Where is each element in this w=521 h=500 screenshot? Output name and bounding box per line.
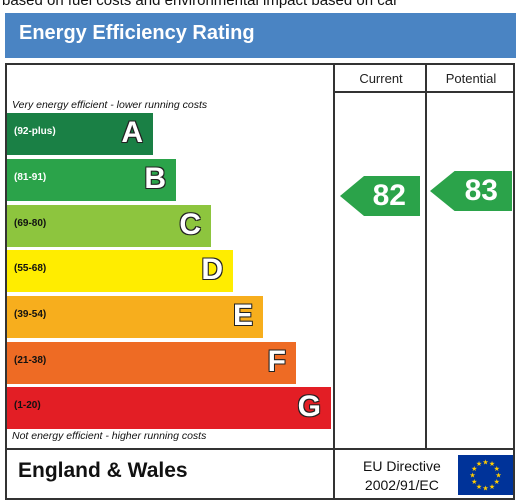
band-letter: B xyxy=(144,162,166,195)
band-e: (39-54) E xyxy=(7,296,263,338)
band-range: (69-80) xyxy=(14,218,47,229)
eu-flag-icon: ★ ★ ★ ★ ★ ★ ★ ★ ★ ★ ★ ★ xyxy=(458,455,513,495)
directive-line1: EU Directive xyxy=(363,458,441,474)
band-f: (21-38) F xyxy=(7,342,296,384)
eu-star-icon: ★ xyxy=(471,478,477,486)
column-divider xyxy=(425,63,427,450)
header-divider xyxy=(335,91,515,93)
eu-star-icon: ★ xyxy=(471,465,477,473)
band-d: (55-68) D xyxy=(7,250,233,292)
current-column-header: Current xyxy=(359,71,403,86)
eu-star-icon: ★ xyxy=(495,472,501,480)
eu-star-icon: ★ xyxy=(482,459,488,467)
eu-directive: EU Directive 2002/91/EC xyxy=(363,457,441,495)
eu-star-icon: ★ xyxy=(476,483,482,491)
band-letter: F xyxy=(267,345,286,378)
directive-line2: 2002/91/EC xyxy=(364,477,439,493)
band-letter: C xyxy=(179,208,201,241)
band-range: (92-plus) xyxy=(14,126,56,137)
potential-column-header: Potential xyxy=(445,71,497,86)
band-range: (55-68) xyxy=(14,263,47,274)
band-c: (69-80) C xyxy=(7,205,211,247)
scale-top-note: Very energy efficient - lower running co… xyxy=(12,99,208,111)
band-g: (1-20) G xyxy=(7,387,331,429)
rating-table xyxy=(5,63,515,450)
band-a: (92-plus) A xyxy=(7,113,153,155)
band-range: (81-91) xyxy=(14,172,47,183)
band-letter: E xyxy=(232,299,253,332)
eu-star-icon: ★ xyxy=(482,485,488,493)
chart-header: Energy Efficiency Rating xyxy=(5,13,516,58)
eu-star-icon: ★ xyxy=(489,483,495,491)
current-rating-value: 82 xyxy=(372,179,406,212)
eu-star-icon: ★ xyxy=(469,472,475,480)
truncated-caption: based on fuel costs and environmental im… xyxy=(2,0,399,9)
band-letter: G xyxy=(297,390,321,423)
column-divider xyxy=(333,63,335,450)
eu-star-icon: ★ xyxy=(489,460,495,468)
eu-star-icon: ★ xyxy=(494,465,500,473)
band-letter: A xyxy=(121,116,143,149)
region-label: England & Wales xyxy=(18,459,188,482)
footer-divider xyxy=(333,450,335,498)
eu-star-icon: ★ xyxy=(476,460,482,468)
band-b: (81-91) B xyxy=(7,159,176,201)
scale-bottom-note: Not energy efficient - higher running co… xyxy=(12,430,207,442)
eu-star-icon: ★ xyxy=(494,478,500,486)
potential-rating-arrow: 83 xyxy=(430,171,512,211)
footer-box xyxy=(5,450,515,500)
potential-rating-value: 83 xyxy=(464,174,498,207)
chart-title: Energy Efficiency Rating xyxy=(19,22,255,44)
band-range: (21-38) xyxy=(14,355,47,366)
band-letter: D xyxy=(201,253,223,286)
band-range: (39-54) xyxy=(14,309,47,320)
band-range: (1-20) xyxy=(14,400,41,411)
